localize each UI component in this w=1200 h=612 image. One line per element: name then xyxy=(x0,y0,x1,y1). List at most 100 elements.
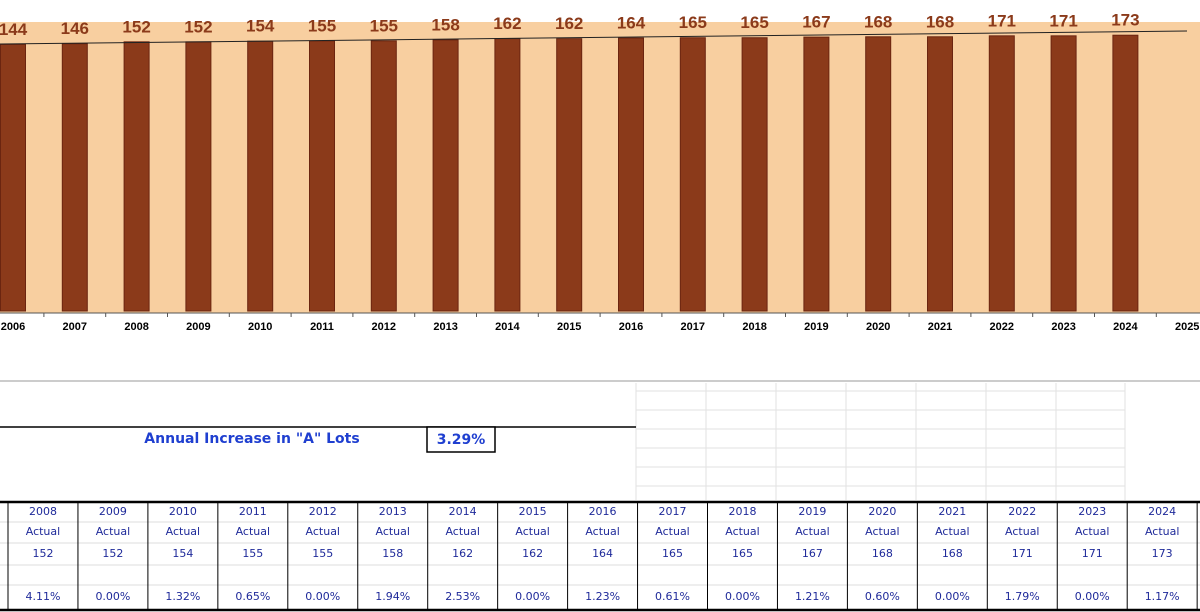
cell-change: 0.65% xyxy=(235,590,270,603)
cell-value: 173 xyxy=(1152,547,1173,560)
x-tick-label: 2018 xyxy=(742,321,766,333)
cell-status: Actual xyxy=(865,525,899,538)
cell-status: Actual xyxy=(375,525,409,538)
trend-line xyxy=(0,30,1188,45)
cell-value: 168 xyxy=(872,547,893,560)
cell-change: 0.60% xyxy=(865,590,900,603)
cell-change: 0.00% xyxy=(1075,590,1110,603)
x-tick-label: 2008 xyxy=(124,321,148,333)
value-label: 155 xyxy=(370,16,398,35)
cell-value: 168 xyxy=(942,547,963,560)
value-label: 171 xyxy=(1049,11,1077,30)
x-tick-label: 2021 xyxy=(928,321,952,333)
cell-year: 2023 xyxy=(1078,505,1106,518)
cell-value: 162 xyxy=(452,547,473,560)
annual-increase-label: Annual Increase in "A" Lots xyxy=(144,431,359,447)
cell-change: 0.00% xyxy=(515,590,550,603)
cell-change: 4.11% xyxy=(25,590,60,603)
cell-year: 2024 xyxy=(1148,505,1176,518)
cell-status: Actual xyxy=(1005,525,1039,538)
value-label: 154 xyxy=(246,17,275,36)
x-tick-label: 2016 xyxy=(619,321,643,333)
cell-year: 2020 xyxy=(868,505,896,518)
bar xyxy=(247,40,274,312)
value-label: 168 xyxy=(864,12,892,31)
bar xyxy=(1050,35,1077,312)
cell-change: 1.79% xyxy=(1005,590,1040,603)
chart: 2006 144 2007 146 2008 152 2009 152 2010 154 2011 1… xyxy=(0,11,1199,333)
cell-change: 0.00% xyxy=(935,590,970,603)
x-tick-label: 2014 xyxy=(495,321,520,333)
x-tick-label: 2017 xyxy=(681,321,705,333)
value-label: 152 xyxy=(122,17,150,36)
cell-year: 2010 xyxy=(169,505,197,518)
cell-status: Actual xyxy=(795,525,829,538)
x-tick-label: 2025 xyxy=(1175,321,1199,333)
cell-status: Actual xyxy=(935,525,969,538)
x-tick-label: 2015 xyxy=(557,321,581,333)
cell-status: Actual xyxy=(306,525,340,538)
bar xyxy=(432,39,459,312)
value-label: 144 xyxy=(0,20,28,39)
cell-value: 164 xyxy=(592,547,613,560)
x-tick-label: 2012 xyxy=(372,321,396,333)
cell-status: Actual xyxy=(515,525,549,538)
cell-year: 2008 xyxy=(29,505,57,518)
cell-year: 2019 xyxy=(798,505,826,518)
value-label: 146 xyxy=(61,19,89,38)
cell-change: 0.00% xyxy=(305,590,340,603)
cell-status: Actual xyxy=(1145,525,1179,538)
bar xyxy=(1112,34,1139,312)
cell-value: 162 xyxy=(522,547,543,560)
cell-value: 152 xyxy=(102,547,123,560)
x-tick-label: 2013 xyxy=(433,321,457,333)
cell-value: 154 xyxy=(172,547,193,560)
cell-change: 0.61% xyxy=(655,590,690,603)
x-tick-label: 2009 xyxy=(186,321,210,333)
cell-value: 171 xyxy=(1012,547,1033,560)
cell-value: 165 xyxy=(732,547,753,560)
bar xyxy=(988,35,1015,312)
cell-year: 2012 xyxy=(309,505,337,518)
cell-value: 155 xyxy=(242,547,263,560)
bar xyxy=(185,41,212,312)
cell-change: 1.23% xyxy=(585,590,620,603)
bar xyxy=(494,38,521,312)
cell-change: 1.17% xyxy=(1145,590,1180,603)
x-tick-label: 2019 xyxy=(804,321,828,333)
cell-grid xyxy=(635,383,1126,500)
cell-status: Actual xyxy=(725,525,759,538)
cell-change: 0.00% xyxy=(725,590,760,603)
cell-change: 1.94% xyxy=(375,590,410,603)
value-label: 162 xyxy=(493,14,521,33)
value-label: 171 xyxy=(988,11,1016,30)
x-tick-label: 2010 xyxy=(248,321,272,333)
bar xyxy=(803,36,830,312)
bar xyxy=(123,41,150,312)
value-label: 165 xyxy=(740,13,768,32)
cell-year: 2018 xyxy=(728,505,756,518)
data-table: 2008 Actual 152 4.11% 2009 Actual 152 0.00% 2010… xyxy=(0,500,1200,612)
cell-status: Actual xyxy=(26,525,60,538)
x-tick-label: 2024 xyxy=(1113,321,1138,333)
x-tick-label: 2020 xyxy=(866,321,890,333)
cell-year: 2009 xyxy=(99,505,127,518)
plot-area xyxy=(0,22,1200,313)
cell-value: 158 xyxy=(382,547,403,560)
bar xyxy=(927,36,953,312)
value-label: 173 xyxy=(1111,11,1139,30)
cell-year: 2022 xyxy=(1008,505,1036,518)
bar xyxy=(61,43,88,312)
x-tick-label: 2022 xyxy=(990,321,1014,333)
value-label: 158 xyxy=(431,15,459,34)
cell-status: Actual xyxy=(585,525,619,538)
cell-value: 152 xyxy=(32,547,53,560)
value-label: 162 xyxy=(555,14,583,33)
cell-year: 2016 xyxy=(589,505,617,518)
value-label: 165 xyxy=(679,13,707,32)
cell-status: Actual xyxy=(445,525,479,538)
bar xyxy=(309,40,335,312)
bar xyxy=(370,40,397,312)
cell-status: Actual xyxy=(236,525,270,538)
